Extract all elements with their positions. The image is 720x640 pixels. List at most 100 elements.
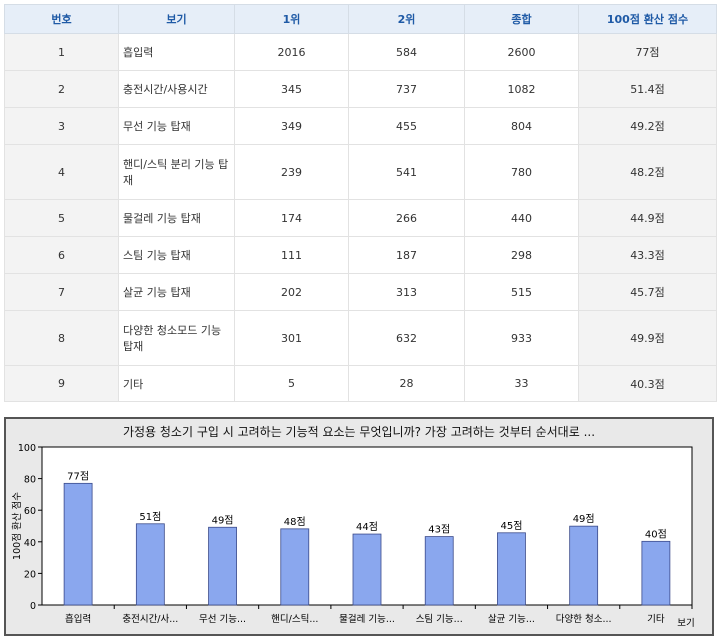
row-total: 2600: [464, 33, 579, 71]
x-tick-label: 스팀 기능...: [416, 613, 463, 625]
x-tick-label: 핸디/스틱...: [271, 613, 318, 625]
bar: [424, 536, 454, 606]
y-tick-label: 20: [24, 569, 36, 580]
row-score: 43.3점: [578, 236, 717, 274]
row-first: 174: [234, 199, 349, 237]
bar-value-label: 43점: [428, 524, 450, 536]
chart-panel: 가정용 청소기 구입 시 고려하는 기능적 요소는 무엇입니까? 가장 고려하는…: [4, 417, 714, 636]
row-option: 흡입력: [118, 33, 235, 71]
results-table: 번호 보기 1위 2위 종합 100점 환산 점수 1 흡입력 2016 584 260…: [4, 4, 717, 402]
bar: [280, 528, 310, 606]
row-score: 51.4점: [578, 70, 717, 108]
row-second: 28: [348, 365, 465, 402]
bar: [352, 533, 382, 606]
bar: [569, 525, 599, 606]
row-total: 780: [464, 144, 579, 200]
row-first: 349: [234, 107, 349, 145]
row-number: 1: [4, 33, 119, 71]
header-total: 종합: [464, 4, 579, 34]
row-number: 3: [4, 107, 119, 145]
row-number: 8: [4, 310, 119, 366]
row-number: 5: [4, 199, 119, 237]
row-option: 물걸레 기능 탑재: [118, 199, 235, 237]
row-score: 45.7점: [578, 273, 717, 311]
row-total: 804: [464, 107, 579, 145]
row-option: 살균 기능 탑재: [118, 273, 235, 311]
chart-title: 가정용 청소기 구입 시 고려하는 기능적 요소는 무엇입니까? 가장 고려하는…: [123, 425, 595, 439]
y-tick-label: 100: [18, 443, 36, 454]
x-tick-label: 기타: [647, 614, 665, 625]
table-row: 1 흡입력 2016 584 2600 77점: [4, 33, 717, 71]
x-tick-label: 흡입력: [65, 613, 91, 625]
row-score: 49.2점: [578, 107, 717, 145]
y-tick-label: 0: [30, 601, 36, 612]
row-total: 440: [464, 199, 579, 237]
y-axis-label: 100점 환산 점수: [11, 492, 23, 560]
table-row: 2 충전시간/사용시간 345 737 1082 51.4점: [4, 70, 717, 108]
x-tick-label: 무선 기능...: [199, 614, 246, 625]
row-second: 455: [348, 107, 465, 145]
row-second: 632: [348, 310, 465, 366]
row-first: 345: [234, 70, 349, 108]
row-option: 스팀 기능 탑재: [118, 236, 235, 274]
row-second: 737: [348, 70, 465, 108]
row-number: 2: [4, 70, 119, 108]
row-total: 1082: [464, 70, 579, 108]
table-row: 8 다양한 청소모드 기능 탑재 301 632 933 49.9점: [4, 310, 717, 366]
row-option: 핸디/스틱 분리 기능 탑재: [118, 144, 235, 200]
row-first: 301: [234, 310, 349, 366]
y-tick-label: 60: [24, 506, 36, 517]
row-first: 111: [234, 236, 349, 274]
y-tick-label: 40: [24, 538, 36, 549]
row-total: 298: [464, 236, 579, 274]
bar-value-label: 49점: [212, 514, 234, 526]
x-tick-label: 살균 기능...: [488, 614, 535, 625]
row-second: 541: [348, 144, 465, 200]
row-option: 다양한 청소모드 기능 탑재: [118, 310, 235, 366]
table-row: 7 살균 기능 탑재 202 313 515 45.7점: [4, 273, 717, 311]
row-second: 187: [348, 236, 465, 274]
bar-value-label: 45점: [500, 520, 522, 532]
table-row: 9 기타 5 28 33 40.3점: [4, 365, 717, 402]
bar: [497, 532, 526, 606]
row-second: 313: [348, 273, 465, 311]
header-first: 1위: [234, 4, 349, 34]
row-first: 2016: [234, 33, 349, 71]
x-tick-label: 다양한 청소...: [556, 614, 612, 625]
bar-value-label: 77점: [67, 470, 89, 482]
header-second: 2위: [348, 4, 465, 34]
row-number: 4: [4, 144, 119, 200]
row-second: 266: [348, 199, 465, 237]
row-first: 5: [234, 365, 349, 402]
x-tick-label: 충전시간/사...: [122, 614, 178, 625]
bar-value-label: 48점: [284, 516, 306, 528]
x-axis-label: 보기: [677, 618, 694, 629]
bar: [208, 526, 237, 606]
header-option: 보기: [118, 4, 235, 34]
bar-chart: 가정용 청소기 구입 시 고려하는 기능적 요소는 무엇입니까? 가장 고려하는…: [11, 425, 695, 629]
row-number: 6: [4, 236, 119, 274]
row-first: 202: [234, 273, 349, 311]
row-score: 77점: [578, 33, 717, 71]
bar-value-label: 49점: [573, 513, 595, 525]
table-row: 6 스팀 기능 탑재 111 187 298 43.3점: [4, 236, 717, 274]
bar: [135, 523, 165, 606]
row-score: 44.9점: [578, 199, 717, 237]
row-total: 515: [464, 273, 579, 311]
y-tick-label: 80: [24, 475, 36, 486]
bar: [641, 540, 671, 606]
row-option: 기타: [118, 365, 235, 402]
table-row: 5 물걸레 기능 탑재 174 266 440 44.9점: [4, 199, 717, 237]
bar-value-label: 44점: [356, 521, 378, 533]
bar: [63, 482, 93, 606]
row-score: 40.3점: [578, 365, 717, 402]
header-number: 번호: [4, 4, 119, 34]
row-first: 239: [234, 144, 349, 200]
bar-value-label: 40점: [645, 528, 667, 540]
row-option: 무선 기능 탑재: [118, 107, 235, 145]
table-row: 3 무선 기능 탑재 349 455 804 49.2점: [4, 107, 717, 145]
row-number: 7: [4, 273, 119, 311]
row-option: 충전시간/사용시간: [118, 70, 235, 108]
row-number: 9: [4, 365, 119, 402]
row-second: 584: [348, 33, 465, 71]
